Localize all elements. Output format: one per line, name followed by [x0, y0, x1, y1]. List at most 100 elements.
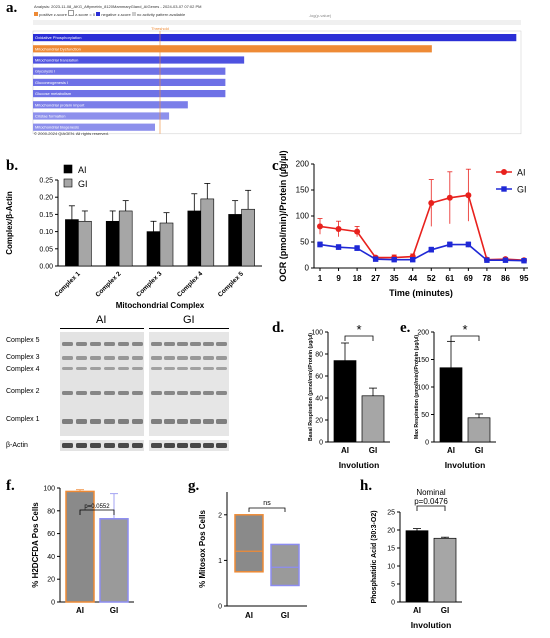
- legend-orange-label: positive z-score: [39, 12, 67, 17]
- significance-bracket-f: [79, 509, 115, 515]
- blot-band-actin: [151, 443, 162, 448]
- blot-band: [190, 391, 201, 395]
- blot-band: [132, 419, 143, 424]
- chart-e: Max Respiration (pmol/min)/Protein (µg/µ…: [414, 322, 496, 470]
- h-y-tick-label: 10: [387, 564, 395, 571]
- blot-gi-label: GI: [183, 314, 195, 326]
- blot-band: [164, 419, 175, 424]
- blot-band: [104, 342, 115, 346]
- bar-b-gi: [200, 198, 215, 267]
- blot-ai-label: AI: [96, 314, 107, 326]
- e-y-tick-label: 200: [417, 330, 429, 337]
- chart-h: Phosphatidic Acid (30:3-O2) 0 5 10 15 20 25 AI G…: [371, 488, 462, 630]
- bar-mitochondrial-biogenesis: [33, 123, 155, 131]
- point-c-ai: [335, 226, 342, 232]
- blot-band-actin: [118, 443, 129, 448]
- point-c-gi: [335, 244, 342, 250]
- x-tick-label-e: GI: [475, 446, 483, 455]
- blot-band: [62, 367, 73, 370]
- blot-band: [216, 391, 227, 395]
- blot-label-complex4: Complex 4: [6, 366, 40, 373]
- h-y-tick-label: 5: [391, 582, 395, 589]
- x-tick-label-c: 1: [318, 274, 323, 283]
- bar-h-ai: [405, 530, 429, 603]
- b-y-tick-label: 0.15: [39, 212, 53, 219]
- blot-band: [151, 367, 162, 370]
- x-tick-label-b: Complex 2: [94, 270, 122, 298]
- blot-band-actin: [76, 443, 87, 448]
- blot-band: [190, 356, 201, 360]
- x-tick-label-c: 78: [482, 274, 491, 283]
- point-c-gi: [465, 241, 472, 248]
- legend-label-c-gi: GI: [517, 185, 527, 195]
- blot-label-actin: β-Actin: [6, 442, 28, 449]
- category-label-a: Glucose metabolism: [35, 91, 72, 96]
- d-y-tick-label: 40: [315, 396, 323, 403]
- blot-band: [90, 342, 101, 346]
- blot-band: [90, 356, 101, 360]
- blot-band: [132, 391, 143, 395]
- x-tick-label-c: 18: [353, 274, 362, 283]
- legend-blue-label: negative z-score: [101, 12, 131, 17]
- significance-label-f: p=0.0552: [84, 504, 110, 510]
- category-label-a: Gluconeogenesis I: [35, 80, 68, 85]
- point-c-ai: [428, 200, 435, 206]
- bar-mitochondrial-translation: [33, 56, 245, 64]
- blot-band: [90, 367, 101, 370]
- blot-band: [216, 367, 227, 370]
- bar-f-gi: [99, 518, 129, 603]
- significance-label-e: *: [462, 322, 467, 337]
- bar-oxidative-phosphorylation: [33, 34, 517, 42]
- blot-band-actin: [216, 443, 227, 448]
- blot-label-complex3: Complex 3: [6, 354, 40, 361]
- blot-membrane-gi: [149, 332, 229, 436]
- d-y-tick-label: 20: [315, 418, 323, 425]
- x-tick-label-c: 69: [464, 274, 473, 283]
- x-tick-label-g: GI: [281, 611, 289, 620]
- x-tick-label-b: Complex 1: [54, 270, 82, 298]
- h-y-tick-label: 15: [387, 546, 395, 553]
- blot-band: [151, 342, 162, 346]
- f-y-tick-label: 0: [51, 600, 55, 607]
- blot-band: [164, 391, 175, 395]
- blot-band: [118, 367, 129, 370]
- y-axis-label-h: Phosphatidic Acid (30:3-O2): [371, 510, 378, 603]
- c-y-tick-label: 50: [300, 238, 309, 247]
- x-tick-label-c: 44: [408, 274, 417, 283]
- significance-label2-h: Nominal: [416, 488, 446, 497]
- panel-label-d: d.: [272, 320, 285, 336]
- category-label-a: Mitochondrial protein import: [35, 102, 85, 107]
- g-y-tick-label: 0: [218, 604, 222, 611]
- blot-band-actin: [90, 443, 101, 448]
- bar-d-ai: [333, 360, 357, 443]
- point-c-gi: [410, 256, 416, 263]
- f-y-tick-label: 100: [43, 486, 55, 493]
- blot-actin-ai: [60, 440, 144, 451]
- legend-label-c-ai: AI: [517, 168, 526, 178]
- panel-label-b: b.: [6, 158, 19, 174]
- f-y-tick-label: 80: [47, 508, 55, 515]
- blot-band: [90, 391, 101, 395]
- d-y-tick-label: 80: [315, 352, 323, 359]
- blot-band: [203, 391, 214, 395]
- significance-label-g: ns: [263, 500, 271, 507]
- category-label-a: Mitochondrial Dysfunction: [35, 46, 81, 51]
- axis-scale-a: [33, 20, 521, 25]
- bar-d-gi: [361, 395, 385, 443]
- threshold-label-a: Threshold: [151, 26, 169, 31]
- blot-band: [76, 342, 87, 346]
- blot-band: [62, 391, 73, 395]
- x-tick-label-c: 52: [427, 274, 436, 283]
- blot-label-complex5: Complex 5: [6, 337, 40, 344]
- x-axis-label-d: Involution: [339, 460, 380, 470]
- bar-mitochondrial-protein-import: [33, 101, 188, 109]
- c-y-tick-label: 150: [296, 186, 310, 195]
- b-y-tick-label: 0.25: [39, 178, 53, 185]
- blot-band: [216, 342, 227, 346]
- e-y-tick-label: 0: [425, 440, 429, 447]
- blot-band: [151, 391, 162, 395]
- x-tick-label-h: AI: [413, 606, 421, 615]
- c-y-tick-label: 200: [296, 160, 310, 169]
- panel-label-h: h.: [360, 478, 373, 494]
- blot-ai-line: [60, 328, 144, 329]
